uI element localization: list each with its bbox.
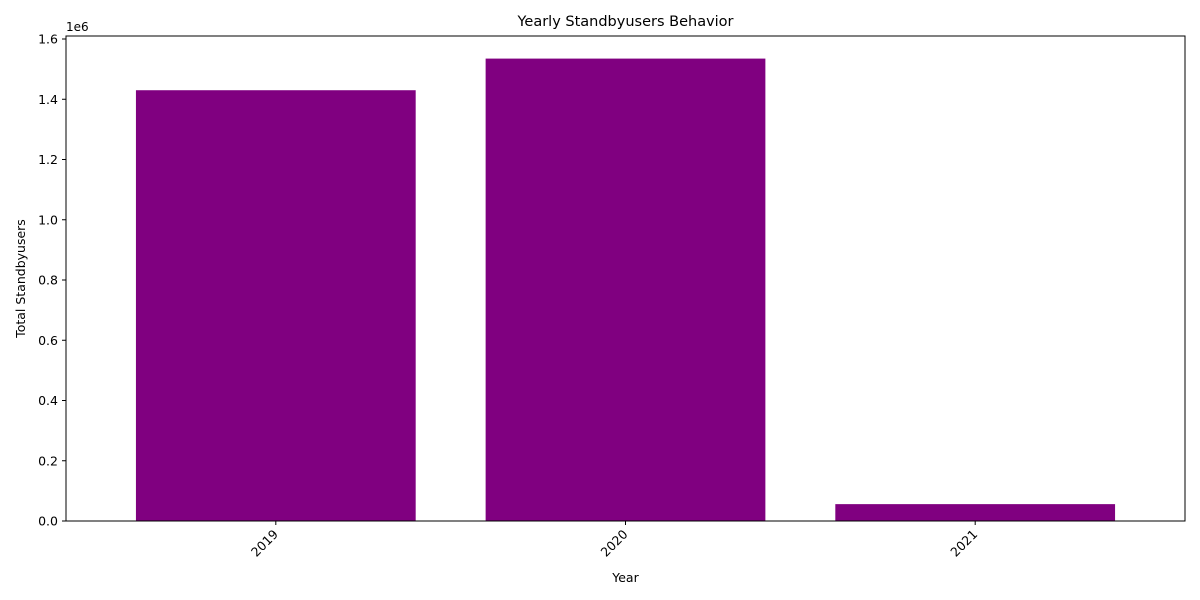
bar-2020 bbox=[485, 58, 766, 521]
y-tick-label: 1.0 bbox=[38, 212, 58, 227]
bar-2019 bbox=[135, 90, 416, 521]
bars-group bbox=[135, 58, 1116, 521]
y-tick-label: 1.2 bbox=[38, 152, 58, 167]
x-tick-label: 2021 bbox=[947, 527, 980, 560]
x-axis-label: Year bbox=[611, 570, 639, 585]
y-tick-label: 0.2 bbox=[38, 453, 58, 468]
y-ticks-group: 0.0 0.2 0.4 0.6 0.8 1.0 1.2 1.4 1.6 bbox=[38, 32, 66, 529]
y-axis-offset-label: 1e6 bbox=[66, 20, 89, 34]
x-ticks-group: 2019 2020 2021 bbox=[248, 521, 980, 560]
x-tick-label: 2019 bbox=[248, 526, 281, 559]
bar-2021 bbox=[835, 504, 1116, 521]
x-tick-label: 2020 bbox=[598, 526, 631, 559]
y-tick-label: 1.6 bbox=[38, 32, 58, 47]
y-tick-label: 1.4 bbox=[38, 92, 58, 107]
y-tick-label: 0.8 bbox=[38, 273, 58, 288]
y-tick-label: 0.0 bbox=[38, 514, 58, 529]
y-tick-label: 0.6 bbox=[38, 333, 58, 348]
plot-frame bbox=[65, 35, 1186, 522]
chart-title: Yearly Standbyusers Behavior bbox=[516, 14, 733, 30]
y-axis-label: Total Standbyusers bbox=[13, 219, 28, 339]
y-tick-label: 0.4 bbox=[38, 393, 58, 408]
